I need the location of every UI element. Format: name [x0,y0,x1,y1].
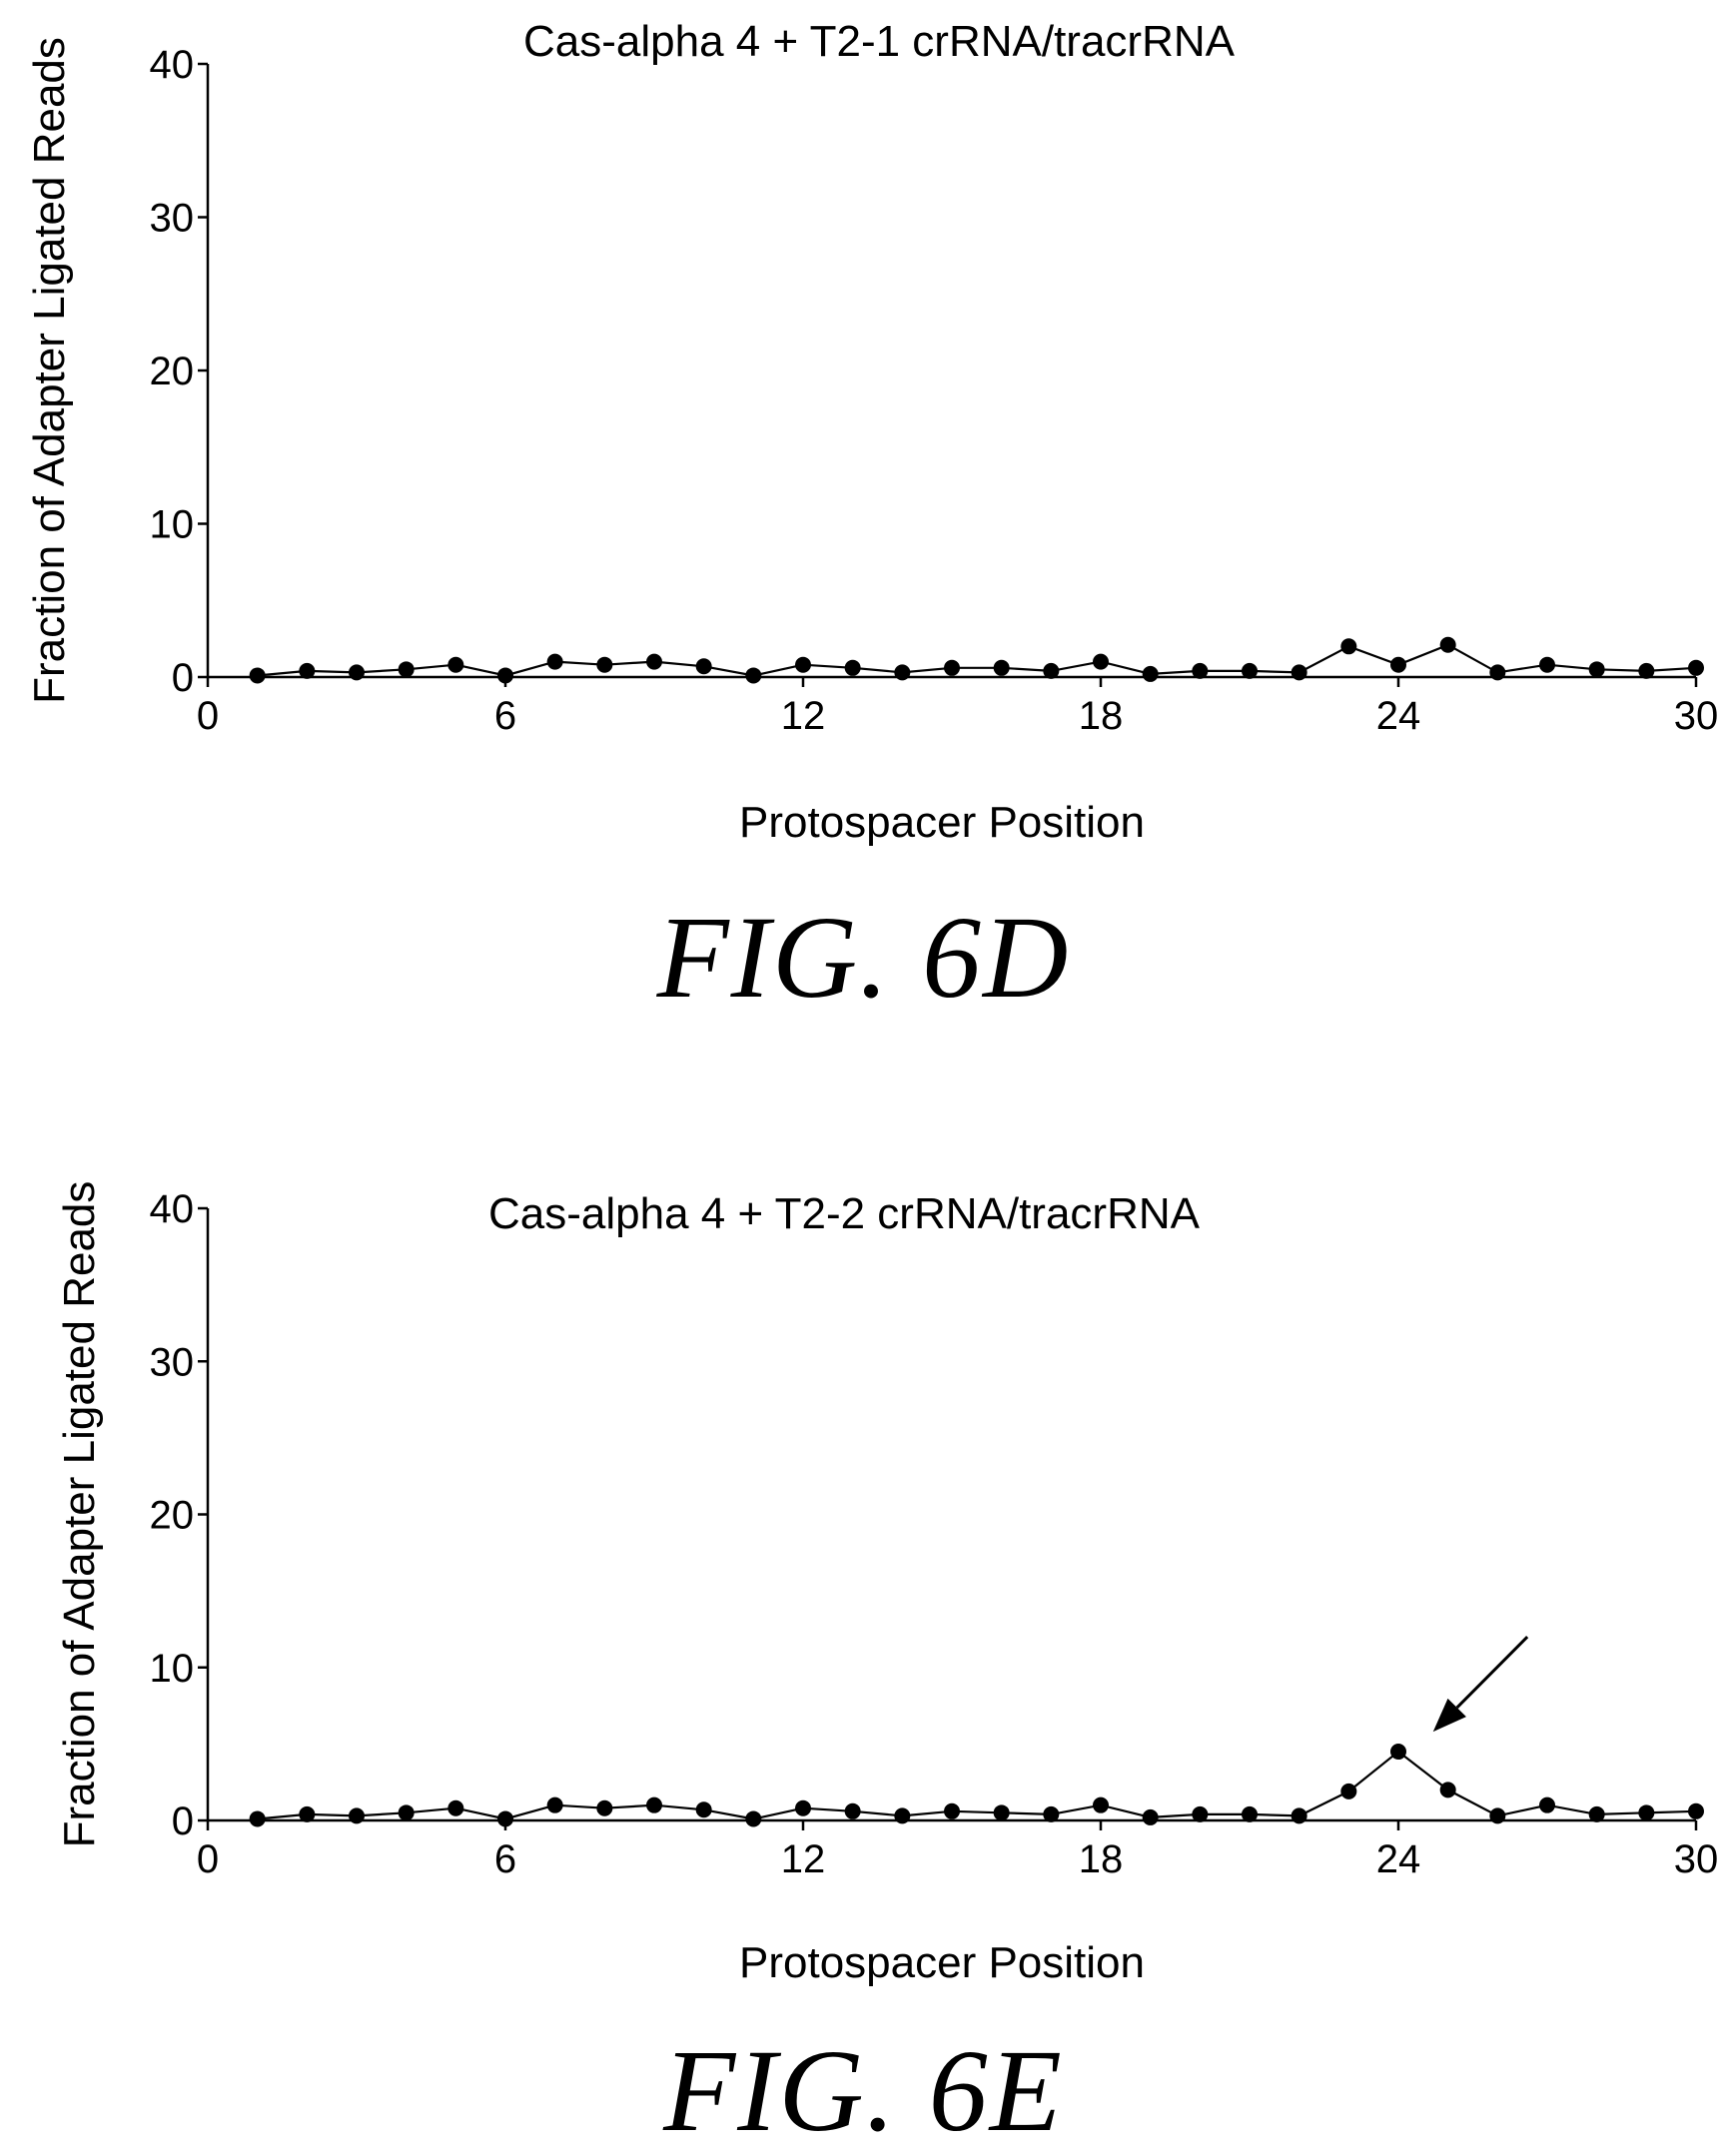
data-point [1390,656,1406,673]
data-point [299,1805,316,1822]
data-point [249,667,266,684]
y-tick-label: 30 [150,1340,195,1384]
annotation-arrow [1432,1636,1529,1733]
data-point [497,667,513,684]
chart-6d: 0 10 20 30 40 0 6 12 18 24 30 Cas-alpha 4 + T2-1 c… [25,17,1719,847]
data-point [1291,1807,1307,1824]
x-tick-label: 30 [1674,694,1719,738]
data-point [1688,1802,1704,1819]
data-point [844,659,861,676]
y-axis-label: Fraction of Adapter Ligated Reads [55,1181,104,1848]
data-point [646,1797,662,1813]
x-tick-label: 24 [1376,1837,1421,1881]
data-point [398,661,415,678]
data-point [894,664,911,681]
x-tick-label: 12 [781,1837,826,1881]
data-point [546,653,563,670]
data-point [1588,1805,1605,1822]
data-point [349,664,365,681]
data-point [1439,636,1456,653]
x-tick-label: 24 [1376,694,1421,738]
data-point [795,656,811,673]
data-point [1539,656,1555,673]
data-point [1340,638,1357,655]
x-tick-label: 6 [494,1837,516,1881]
data-point [745,1810,762,1827]
data-point [349,1807,365,1824]
x-tick-label: 18 [1079,1837,1124,1881]
data-point [447,656,464,673]
data-point [1291,664,1307,681]
data-point [1539,1797,1555,1813]
data-point [844,1802,861,1819]
chart-title: Cas-alpha 4 + T2-1 crRNA/tracrRNA [523,17,1236,66]
figure-6e: 0 10 20 30 40 0 6 12 18 24 30 Cas-alpha 4 + T2-2 c… [0,1138,1727,2153]
y-tick-label: 0 [172,1799,194,1843]
data-point [1638,662,1655,679]
y-tick-label: 20 [150,350,195,393]
data-point [944,659,960,676]
chart-title: Cas-alpha 4 + T2-2 crRNA/tracrRNA [488,1189,1201,1238]
data-point [1638,1804,1655,1821]
y-tick-label: 10 [150,503,195,547]
y-tick-label: 0 [172,656,194,700]
y-tick-label: 20 [150,1494,195,1538]
x-axis-label: Protospacer Position [739,798,1145,847]
data-point [1489,664,1506,681]
data-point [596,656,613,673]
x-tick-label: 30 [1674,1837,1719,1881]
figure-label-6e: FIG. 6E [663,2025,1064,2156]
y-axis-label: Fraction of Adapter Ligated Reads [25,37,74,704]
data-point [249,1810,266,1827]
x-tick-label: 6 [494,694,516,738]
data-point [745,667,762,684]
data-point [894,1807,911,1824]
data-point [1489,1807,1506,1824]
data-point [993,1804,1010,1821]
data-point [596,1799,613,1816]
data-point [795,1799,811,1816]
x-tick-label: 0 [197,694,219,738]
figure-label-6d: FIG. 6D [656,892,1071,1023]
data-point [993,659,1010,676]
data-point [1192,1805,1209,1822]
data-point [1192,662,1209,679]
data-point [1142,1808,1159,1825]
figure-6d: 0 10 20 30 40 0 6 12 18 24 30 Cas-alpha 4 + T2-1 c… [25,17,1719,1023]
data-point [546,1797,563,1813]
data-point [944,1802,960,1819]
data-point [1390,1744,1406,1761]
data-point [1439,1782,1456,1798]
data-point [447,1799,464,1816]
chart-6e: 0 10 20 30 40 0 6 12 18 24 30 Cas-alpha 4 + T2-2 c… [55,1181,1719,1987]
series-line [257,1750,1697,1820]
data-point [695,658,712,675]
data-point [1588,661,1605,678]
data-point [1242,1805,1258,1822]
x-axis-label: Protospacer Position [739,1938,1145,1987]
x-tick-label: 18 [1079,694,1124,738]
y-tick-label: 10 [150,1647,195,1691]
data-point [695,1801,712,1818]
data-point [1043,1805,1060,1822]
data-point [1688,659,1704,676]
data-point [1043,662,1060,679]
data-point [1142,665,1159,682]
data-point [1340,1783,1357,1799]
data-point [646,653,662,670]
y-tick-label: 40 [150,1187,195,1231]
series-line [257,643,1697,677]
data-point [299,662,316,679]
data-point [1093,653,1109,670]
x-tick-label: 12 [781,694,826,738]
y-tick-label: 30 [150,197,195,241]
data-point [398,1804,415,1821]
y-tick-label: 40 [150,43,195,87]
data-point [1242,662,1258,679]
data-point [1093,1797,1109,1813]
data-point [497,1810,513,1827]
x-tick-label: 0 [197,1837,219,1881]
